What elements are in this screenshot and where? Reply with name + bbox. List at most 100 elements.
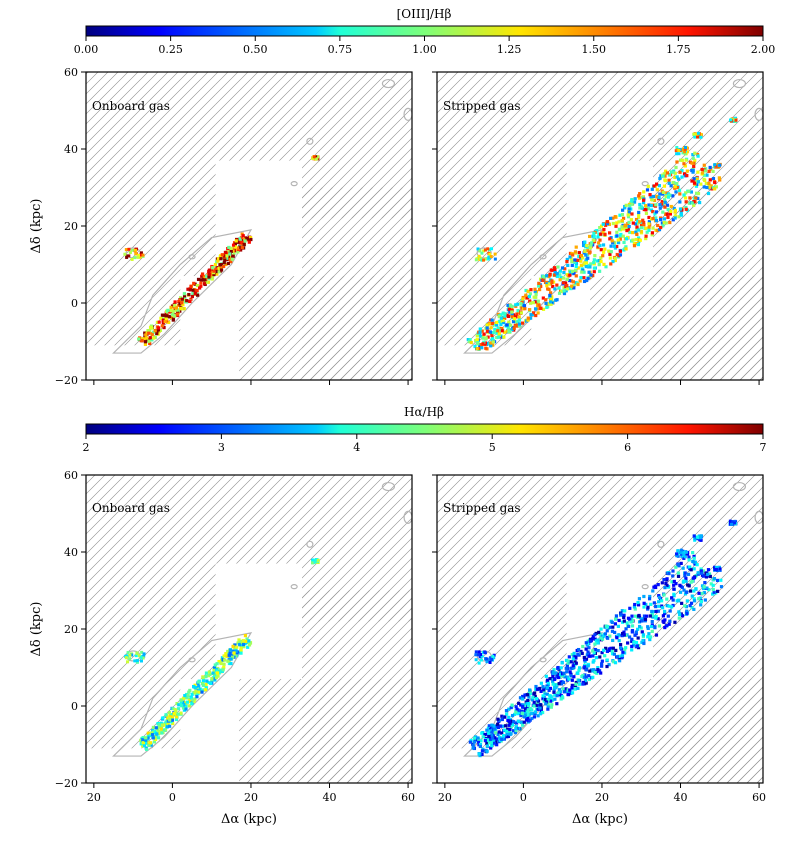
map-pixel [669,184,673,188]
map-pixel [161,321,165,325]
map-pixel [587,646,591,650]
map-pixel [633,222,638,226]
map-pixel [642,207,646,212]
map-pixel [679,213,684,217]
galaxy-contour [463,632,604,757]
map-pixel [683,196,688,200]
map-pixel [201,688,205,692]
map-pixel [634,640,639,645]
map-pixel [648,614,652,618]
map-pixel [627,635,632,639]
map-pixel [618,213,622,217]
map-pixel [135,659,139,663]
map-pixel [533,694,537,699]
map-pixel [700,591,704,596]
map-pixel [642,594,646,599]
map-pixel [654,203,658,207]
map-pixel [526,693,530,697]
map-pixel [602,250,606,254]
map-pixel [524,288,528,293]
map-pixel [490,321,495,326]
map-pixel [679,612,683,616]
map-pixel [552,686,557,690]
contour [381,481,396,492]
map-pixel [313,560,317,564]
map-pixel [483,248,487,252]
map-pixel [169,305,173,309]
map-pixel [180,297,184,301]
map-pixel [684,200,688,204]
map-pixel [640,630,644,634]
map-pixel [701,574,706,578]
map-pixel [534,697,539,701]
map-pixel [588,669,592,673]
map-pixel [600,659,604,663]
map-pixel [480,731,484,735]
map-pixel [485,741,489,745]
map-pixel [639,205,644,209]
map-pixel [489,344,493,348]
map-pixel [581,256,585,260]
map-pixel [159,727,163,731]
map-pixel [706,572,710,577]
map-pixel [164,713,168,717]
map-pixel [589,273,593,277]
map-pixel [673,210,677,214]
map-pixel [555,283,559,287]
map-pixel [674,552,678,556]
map-pixel [526,719,530,723]
map-pixel [153,737,158,742]
map-pixel [485,749,489,753]
map-pixel [222,264,226,269]
map-pixel [610,652,615,656]
colorbar-tick-label: 1.00 [412,43,437,56]
map-pixel [616,624,620,628]
map-pixel [708,178,712,182]
map-pixel [222,654,226,658]
map-pixel [533,287,537,291]
map-pixel [565,670,569,674]
map-pixel [511,729,516,733]
map-pixel [514,315,518,319]
map-pixel [528,718,532,722]
map-pixel [219,268,224,272]
map-pixel [667,181,671,185]
map-pixel [688,589,693,593]
map-pixel [637,620,642,624]
map-pixel [596,235,600,239]
map-pixel [682,552,686,556]
map-pixel [567,677,571,681]
map-pixel [607,663,611,667]
map-pixel [547,688,551,692]
map-pixel [603,247,607,251]
map-pixel [668,212,672,216]
map-pixel [148,733,152,737]
map-pixel [680,169,684,173]
map-pixel [231,644,235,649]
map-pixel [592,260,596,265]
map-pixel [551,280,556,284]
map-pixel [611,216,615,220]
map-pixel [141,744,145,748]
map-pixel [490,727,495,731]
map-pixel [144,741,148,745]
map-pixel [496,717,500,721]
map-pixel [694,535,698,539]
map-pixel [514,705,518,709]
map-pixel [216,259,220,263]
map-pixel [170,718,175,722]
map-pixel [532,700,536,704]
map-pixel [516,719,520,723]
map-pixel [645,614,649,618]
map-pixel [607,647,611,651]
map-pixel [683,152,687,156]
map-pixel [682,556,686,560]
map-pixel [315,155,319,159]
map-pixel [217,270,221,274]
map-pixel [681,148,685,152]
map-pixel [188,299,192,304]
map-pixel [137,253,141,257]
map-pixel [679,158,683,162]
map-pixel [642,614,647,618]
map-pixel [682,579,686,583]
